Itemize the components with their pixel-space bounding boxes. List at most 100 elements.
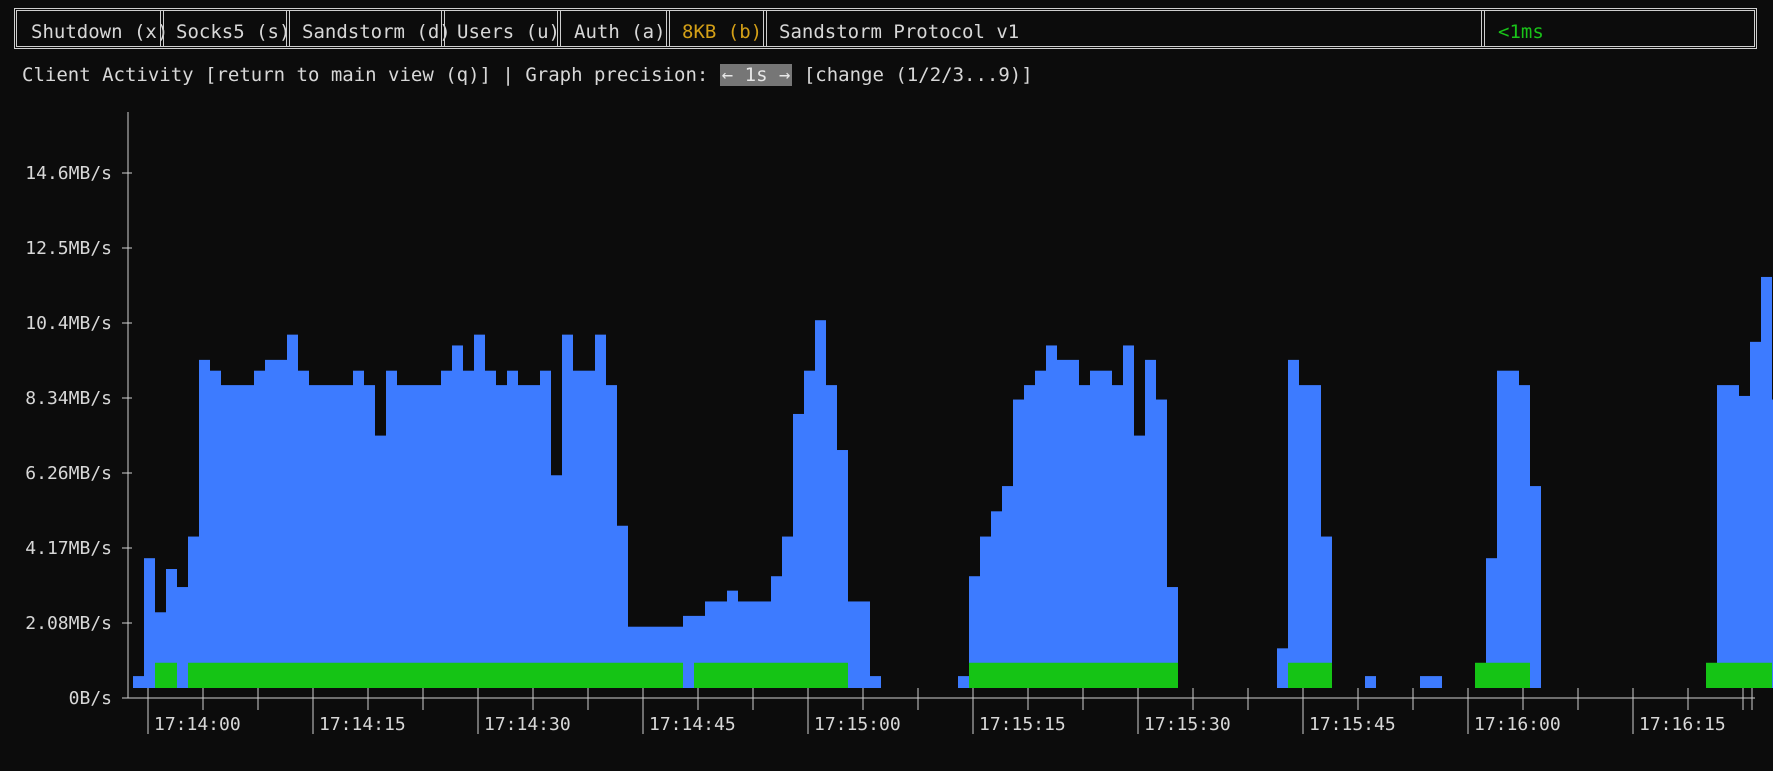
throughput-bar <box>155 612 166 688</box>
throughput-bar-secondary <box>441 662 452 688</box>
x-tick-label: 17:16:15 <box>1639 714 1726 735</box>
x-tick-label: 17:15:30 <box>1144 714 1231 735</box>
throughput-bar <box>540 370 551 688</box>
throughput-bar-secondary <box>1739 662 1750 688</box>
throughput-bar-secondary <box>1761 662 1772 688</box>
throughput-bar-secondary <box>551 662 562 688</box>
throughput-bar <box>848 601 859 688</box>
throughput-bar-secondary <box>1750 662 1761 688</box>
graph-precision-selector[interactable]: ← 1s → <box>719 64 793 86</box>
y-tick-label: 4.17MB/s <box>25 538 112 559</box>
throughput-bar <box>320 385 331 688</box>
throughput-bar <box>243 385 254 688</box>
throughput-bar-secondary <box>617 662 628 688</box>
throughput-bar <box>562 334 573 688</box>
throughput-bar-secondary <box>1046 662 1057 688</box>
throughput-bar-secondary <box>254 662 265 688</box>
throughput-bar-secondary <box>606 662 617 688</box>
throughput-bar <box>1145 359 1156 688</box>
throughput-bar <box>1365 676 1376 688</box>
throughput-bar-secondary <box>1519 662 1530 688</box>
throughput-bar <box>386 370 397 688</box>
throughput-bar <box>1090 370 1101 688</box>
throughput-bar <box>1013 399 1024 688</box>
throughput-bar <box>727 590 738 688</box>
throughput-bar <box>529 385 540 688</box>
throughput-bar <box>1101 370 1112 688</box>
throughput-bar-secondary <box>485 662 496 688</box>
throughput-bar <box>793 413 804 688</box>
menu-item-socks5[interactable]: Socks5 (s) <box>176 21 291 43</box>
throughput-bar-secondary <box>760 662 771 688</box>
throughput-bar-secondary <box>1486 662 1497 688</box>
throughput-bar-secondary <box>320 662 331 688</box>
throughput-bar <box>1321 536 1332 688</box>
throughput-bar <box>584 370 595 688</box>
throughput-bar-secondary <box>1101 662 1112 688</box>
throughput-bar <box>441 370 452 688</box>
throughput-bar <box>760 601 771 688</box>
throughput-bar-secondary <box>166 662 177 688</box>
menu-item-shutdown[interactable]: Shutdown (x) <box>31 21 169 43</box>
menu-separator <box>286 11 290 46</box>
throughput-bar-secondary <box>1728 662 1739 688</box>
x-tick-label: 17:15:45 <box>1309 714 1396 735</box>
throughput-bar-secondary <box>474 662 485 688</box>
y-tick-label: 8.34MB/s <box>25 388 112 409</box>
throughput-bar-secondary <box>1035 662 1046 688</box>
throughput-bar-secondary <box>199 662 210 688</box>
throughput-bar <box>287 334 298 688</box>
throughput-bar-secondary <box>309 662 320 688</box>
throughput-bar-secondary <box>595 662 606 688</box>
menu-separator <box>1481 11 1485 46</box>
throughput-bar <box>969 576 980 688</box>
throughput-bar <box>254 370 265 688</box>
throughput-bar <box>826 385 837 688</box>
throughput-bar-secondary <box>188 662 199 688</box>
x-tick-label: 17:14:00 <box>154 714 241 735</box>
menu-item-buffer-size[interactable]: 8KB (b) <box>682 21 763 43</box>
y-tick-label: 0B/s <box>69 688 112 709</box>
throughput-bar <box>991 511 1002 688</box>
throughput-bar <box>188 536 199 688</box>
throughput-bar <box>1288 359 1299 688</box>
throughput-bar <box>419 385 430 688</box>
throughput-bar <box>1486 558 1497 688</box>
throughput-bar <box>342 385 353 688</box>
menu-item-auth[interactable]: Auth (a) <box>574 21 666 43</box>
throughput-bar-secondary <box>837 662 848 688</box>
menu-item-users[interactable]: Users (u) <box>457 21 560 43</box>
throughput-bar-secondary <box>1068 662 1079 688</box>
throughput-bar <box>694 615 705 688</box>
throughput-bar-secondary <box>793 662 804 688</box>
throughput-bar <box>1079 385 1090 688</box>
throughput-bar <box>1728 385 1739 688</box>
throughput-bar <box>133 676 144 688</box>
throughput-bar <box>782 536 793 688</box>
throughput-bar-secondary <box>804 662 815 688</box>
throughput-bar-secondary <box>408 662 419 688</box>
menu-separator <box>763 11 767 46</box>
throughput-bar <box>452 345 463 688</box>
throughput-bar <box>617 525 628 688</box>
throughput-bar <box>353 370 364 688</box>
throughput-bar-secondary <box>991 662 1002 688</box>
throughput-bar <box>507 370 518 688</box>
throughput-bar-secondary <box>628 662 639 688</box>
x-tick-label: 17:15:15 <box>979 714 1066 735</box>
throughput-bar <box>870 676 881 688</box>
throughput-bar-secondary <box>1706 662 1717 688</box>
throughput-bar-secondary <box>1321 662 1332 688</box>
throughput-bar-secondary <box>1013 662 1024 688</box>
menu-item-sandstorm[interactable]: Sandstorm (d) <box>302 21 451 43</box>
throughput-bar <box>958 676 969 688</box>
throughput-bar-secondary <box>738 662 749 688</box>
throughput-bar <box>1717 385 1728 688</box>
throughput-bar <box>265 359 276 688</box>
throughput-bar <box>595 334 606 688</box>
throughput-bar-secondary <box>1299 662 1310 688</box>
throughput-bar <box>815 320 826 688</box>
throughput-bar-secondary <box>1123 662 1134 688</box>
throughput-bar-secondary <box>815 662 826 688</box>
throughput-bar <box>309 385 320 688</box>
